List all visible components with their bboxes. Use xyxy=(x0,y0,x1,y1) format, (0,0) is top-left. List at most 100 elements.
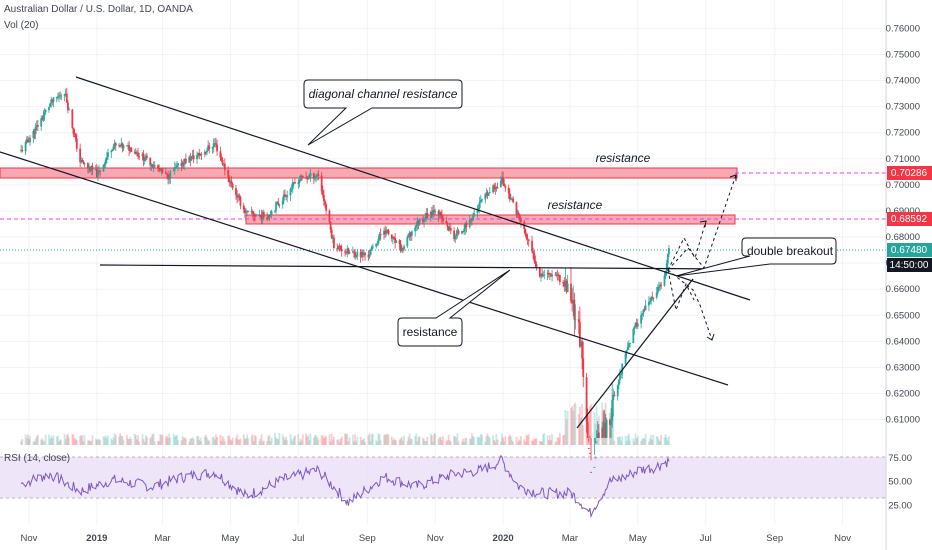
candle-body xyxy=(269,215,272,217)
candle-body xyxy=(289,189,292,196)
time-tick-label: Mar xyxy=(154,533,170,544)
candle-body xyxy=(203,152,206,155)
candle-body xyxy=(469,219,472,221)
candle-body xyxy=(547,272,550,274)
volume-bar xyxy=(60,439,63,445)
volume-legend[interactable]: Vol (20) xyxy=(4,20,39,31)
volume-bar xyxy=(174,435,177,445)
candle-body xyxy=(434,211,437,213)
channel-upper-trendline[interactable] xyxy=(75,76,751,301)
svg-text:0.67480: 0.67480 xyxy=(891,245,928,256)
volume-bar xyxy=(278,433,281,445)
volume-bar xyxy=(418,436,421,445)
volume-bar xyxy=(208,440,211,445)
volume-bar xyxy=(181,435,184,445)
volume-bar xyxy=(36,434,39,445)
candle-body xyxy=(648,301,650,306)
time-axis[interactable]: Nov 2019 Mar May Jul Sep Nov 2020 Mar May Jul Sep No… xyxy=(20,533,851,544)
candle-body xyxy=(43,112,46,116)
volume-bar xyxy=(228,435,231,445)
volume-bar xyxy=(338,441,341,445)
volume-bar xyxy=(417,436,420,445)
volume-bar xyxy=(74,438,77,445)
candle-body xyxy=(370,246,373,250)
candle-body xyxy=(485,192,488,194)
time-tick-label: Mar xyxy=(562,533,578,544)
candle-body xyxy=(236,194,238,198)
volume-bar xyxy=(469,438,472,445)
candle-body xyxy=(174,166,177,168)
candle-body xyxy=(626,347,629,350)
volume-bar xyxy=(652,434,655,445)
volume-bar xyxy=(268,434,271,445)
rsi-legend[interactable]: RSI (14, close) xyxy=(4,453,71,464)
candle-body xyxy=(633,326,636,330)
volume-bar xyxy=(406,441,409,445)
volume-bar xyxy=(281,434,284,445)
candle-body xyxy=(624,353,627,364)
volume-bar xyxy=(550,440,552,445)
volume-bar xyxy=(215,434,217,445)
volume-bar xyxy=(543,433,546,445)
volume-bar xyxy=(118,436,120,445)
candle-body xyxy=(666,254,669,264)
time-tick-label: Sep xyxy=(359,533,376,544)
rsi-axis[interactable]: 75.00 50.00 25.00 xyxy=(888,453,912,512)
candle-body xyxy=(423,219,425,222)
candle-body xyxy=(416,220,419,226)
volume-bar xyxy=(516,441,519,445)
candle-body xyxy=(64,93,67,95)
volume-bar xyxy=(177,440,179,445)
candle-body xyxy=(121,143,124,149)
volume-bar xyxy=(640,440,643,445)
candle-body xyxy=(95,169,98,177)
candle-body xyxy=(392,236,394,239)
volume-bar xyxy=(48,434,50,445)
volume-bar xyxy=(199,437,202,445)
rsi-path xyxy=(20,454,670,519)
volume-bar xyxy=(448,440,451,445)
volume-bar xyxy=(237,439,240,445)
rising-trendline[interactable] xyxy=(576,278,694,429)
volume-bar xyxy=(415,433,418,445)
candle-body xyxy=(146,155,148,158)
horizontal-support-line[interactable] xyxy=(99,264,733,270)
volume-bar xyxy=(368,433,371,445)
volume-bar xyxy=(394,440,397,445)
volume-bar xyxy=(440,440,443,445)
callout-diagonal-channel-resistance[interactable]: diagonal channel resistance xyxy=(303,79,463,146)
candle-body xyxy=(564,280,567,287)
candle-body xyxy=(300,175,303,181)
callout-resistance-lower[interactable]: resistance xyxy=(397,269,511,347)
price-tick-label: 0.71000 xyxy=(886,154,920,165)
volume-bar xyxy=(65,435,68,445)
volume-bar xyxy=(547,440,550,445)
volume-bar xyxy=(426,436,429,445)
candle-body xyxy=(157,165,159,169)
candle-body xyxy=(25,139,28,143)
time-tick-label: Jul xyxy=(700,533,712,544)
candle-body xyxy=(299,180,302,182)
volume-bar xyxy=(275,437,277,445)
candle-body xyxy=(120,143,123,147)
candle-body xyxy=(215,143,217,145)
volume-bar xyxy=(308,439,311,445)
volume-bar xyxy=(196,436,198,445)
symbol-title[interactable]: Australian Dollar / U.S. Dollar, 1D, OAN… xyxy=(4,4,193,15)
candle-body xyxy=(393,236,395,238)
candle-body xyxy=(644,305,647,310)
volume-bar xyxy=(562,435,565,445)
volume-bar xyxy=(90,440,93,445)
volume-bar xyxy=(227,436,230,445)
candle-body xyxy=(277,202,280,205)
candle-body xyxy=(621,363,624,375)
volume-bar xyxy=(317,439,320,445)
channel-lower-trendline[interactable] xyxy=(0,151,729,386)
volume-bar xyxy=(119,433,122,445)
callout-double-breakout[interactable]: double breakout xyxy=(675,237,837,277)
volume-bar xyxy=(503,441,506,445)
candle-body xyxy=(44,110,47,113)
candle-body xyxy=(433,210,435,212)
candle-body xyxy=(48,107,50,111)
